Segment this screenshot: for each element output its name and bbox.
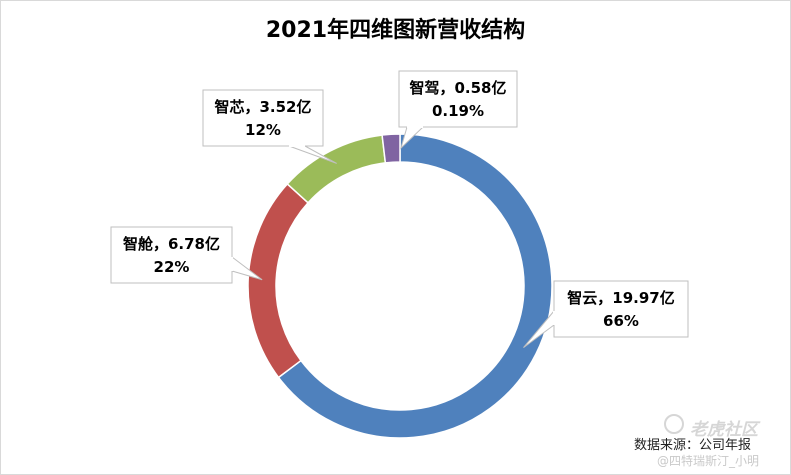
slice-percent: 12% (245, 121, 281, 139)
slice-label: 智云，19.97亿 (567, 289, 674, 307)
slice-label: 智芯，3.52亿 (214, 98, 311, 116)
callout-pointer (231, 256, 263, 281)
donut-slice-1 (277, 133, 553, 439)
callout-box (110, 226, 233, 284)
donut-slice-4 (381, 133, 401, 164)
watermark-site: 老虎社区 (690, 420, 758, 440)
slice-percent: 22% (154, 258, 190, 276)
callout-4: 智驾，0.58亿 0.19% (398, 70, 518, 150)
callout-box (553, 280, 689, 338)
callouts-group: 智云，19.97亿 66% 智舱，6.78亿 22% 智芯，3.52亿 12% 智驾，0.5… (110, 70, 689, 349)
callout-2: 智舱，6.78亿 22% (110, 226, 263, 284)
slices-group (247, 133, 553, 439)
tiger-logo-icon (664, 414, 684, 434)
donut-slice-2 (247, 182, 310, 379)
callout-box (398, 70, 518, 128)
slice-label: 智舱，6.78亿 (123, 235, 220, 253)
callout-box (202, 89, 324, 147)
callout-pointer (400, 126, 424, 150)
slice-percent: 66% (603, 312, 639, 330)
callout-3: 智芯，3.52亿 12% (202, 89, 337, 164)
data-source-note: 数据来源：公司年报 (634, 438, 752, 453)
callout-pointer (523, 310, 555, 349)
callout-1: 智云，19.97亿 66% (523, 280, 689, 349)
slice-percent: 0.19% (432, 102, 484, 120)
chart-title: 2021年四维图新营收结构 (265, 18, 526, 43)
slice-label: 智驾，0.58亿 (409, 79, 506, 97)
watermark-user: @四特瑞斯汀_小明 (657, 454, 760, 468)
callout-pointer (288, 145, 337, 164)
